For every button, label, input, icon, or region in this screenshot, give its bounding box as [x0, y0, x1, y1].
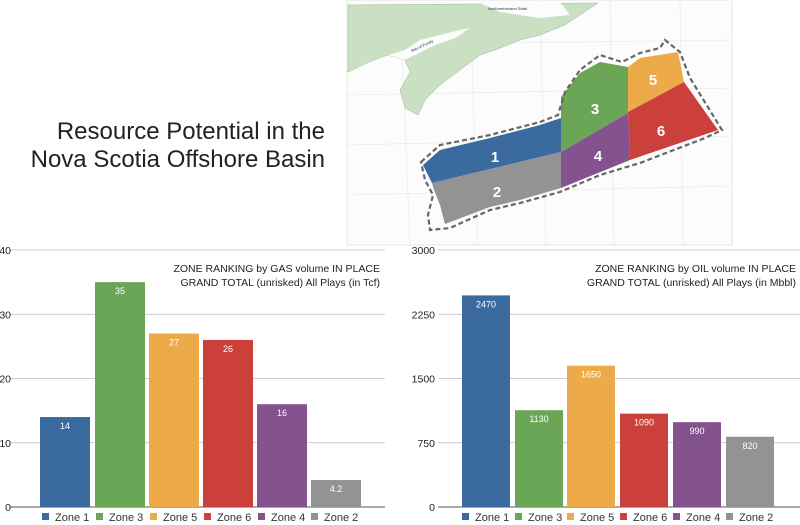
- chart-gas: 0 10 20 30 40 ZONE RANKING by GAS volume IN P…: [0, 245, 385, 524]
- data-label: 820: [742, 441, 757, 451]
- bar-zone-4: [257, 404, 307, 507]
- map-zone-label: 2: [493, 184, 501, 201]
- y-tick-label: 3000: [412, 245, 436, 257]
- map-label-strait: Northumberland Strait: [488, 6, 528, 11]
- map-zone-label: 1: [491, 149, 499, 166]
- data-label: 990: [689, 426, 704, 436]
- y-tick-label: 0: [429, 502, 435, 514]
- legend-label: Zone 5: [580, 512, 614, 524]
- bar-zone-2: [726, 436, 774, 507]
- title-line-2: Nova Scotia Offshore Basin: [30, 146, 325, 173]
- bar-zone-2: [311, 480, 361, 507]
- bar-zone-5: [149, 333, 199, 507]
- legend-label: Zone 6: [217, 512, 251, 524]
- chart-oil: 0 750 1500 2250 3000 ZONE RANKING by OIL volu…: [412, 245, 800, 524]
- map-zone-label: 3: [591, 101, 599, 118]
- y-tick-label: 1500: [412, 374, 436, 386]
- data-label: 1650: [581, 370, 601, 380]
- chart-title: ZONE RANKING by GAS volume IN PLACE: [173, 263, 380, 275]
- y-tick-label: 40: [0, 245, 11, 257]
- y-tick-label: 0: [5, 502, 11, 514]
- legend-label: Zone 4: [271, 512, 305, 524]
- map-zone-3: [561, 62, 628, 152]
- bar-zone-6: [203, 339, 253, 507]
- legend-label: Zone 2: [739, 512, 773, 524]
- legend-swatch: [567, 513, 574, 520]
- data-label: 1130: [529, 414, 548, 424]
- map-zone-label: 6: [657, 123, 665, 140]
- legend-swatch: [515, 513, 522, 520]
- bar-zone-1: [40, 417, 90, 507]
- data-label: 16: [277, 408, 287, 418]
- legend-swatch: [204, 513, 211, 520]
- map: Bay of Fundy Northumberland Strait 12345…: [346, 0, 733, 246]
- chart-subtitle: GRAND TOTAL (unrisked) All Plays (in Tcf…: [180, 277, 380, 289]
- legend-swatch: [726, 513, 733, 520]
- bar-zone-1: [462, 295, 510, 507]
- legend-label: Zone 1: [475, 512, 509, 524]
- bar-zone-5: [567, 365, 615, 507]
- legend-label: Zone 5: [163, 512, 197, 524]
- strait-water: [480, 2, 570, 18]
- map-zone-6: [628, 82, 718, 160]
- data-label: 4.2: [330, 484, 343, 494]
- map-zone-label: 4: [594, 148, 603, 165]
- bay-of-fundy-water: [348, 28, 470, 72]
- data-label: 27: [169, 338, 179, 348]
- data-label: 2470: [476, 299, 496, 309]
- data-label: 35: [115, 286, 125, 296]
- bar-zone-3: [95, 282, 145, 507]
- legend-label: Zone 6: [633, 512, 667, 524]
- chart-title: ZONE RANKING by OIL volume IN PLACE: [595, 263, 796, 275]
- legend-swatch: [150, 513, 157, 520]
- legend-label: Zone 3: [109, 512, 143, 524]
- legend-swatch: [258, 513, 265, 520]
- data-label: 14: [60, 421, 70, 431]
- map-zone-5: [628, 52, 684, 112]
- basin-outline: [419, 38, 724, 232]
- legend-label: Zone 4: [686, 512, 720, 524]
- legend-label: Zone 3: [528, 512, 562, 524]
- legend-label: Zone 2: [324, 512, 358, 524]
- legend-swatch: [620, 513, 627, 520]
- title-line-1: Resource Potential in the: [56, 118, 325, 145]
- legend-swatch: [462, 513, 469, 520]
- y-tick-label: 2250: [412, 309, 436, 321]
- bar-zone-6: [620, 413, 668, 507]
- map-zone-2: [432, 152, 561, 224]
- legend-swatch: [311, 513, 318, 520]
- chart-subtitle: GRAND TOTAL (unrisked) All Plays (in Mbb…: [587, 277, 796, 289]
- bar-zone-3: [515, 410, 563, 507]
- bar-zone-4: [673, 422, 721, 507]
- y-tick-label: 10: [0, 438, 11, 450]
- data-label: 26: [223, 344, 233, 354]
- y-tick-label: 20: [0, 374, 11, 386]
- legend-swatch: [673, 513, 680, 520]
- legend-swatch: [42, 513, 49, 520]
- y-tick-label: 750: [417, 438, 435, 450]
- map-zone-4: [561, 113, 630, 188]
- map-zone-label: 5: [649, 72, 657, 89]
- legend-label: Zone 1: [55, 512, 89, 524]
- legend-swatch: [96, 513, 103, 520]
- data-label: 1090: [634, 418, 654, 428]
- y-tick-label: 30: [0, 309, 11, 321]
- map-zone-1: [423, 118, 561, 183]
